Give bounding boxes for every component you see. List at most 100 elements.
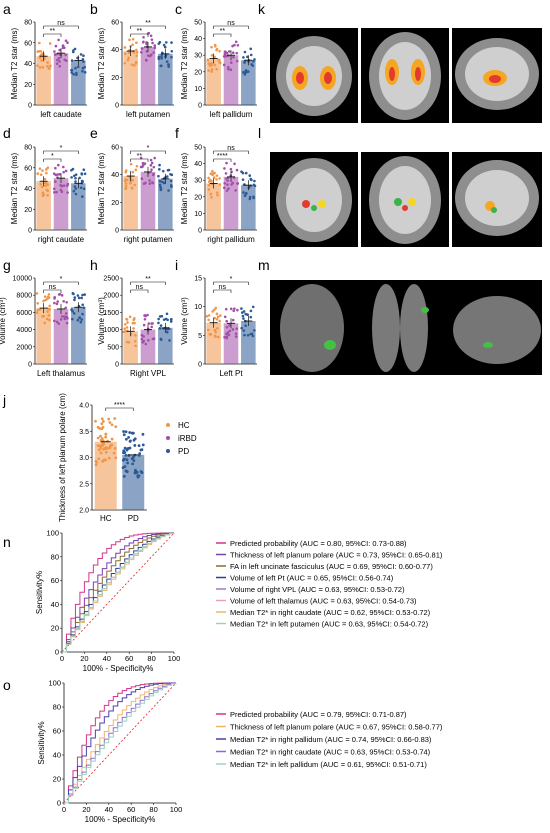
data-point <box>82 168 86 172</box>
data-point <box>253 329 256 332</box>
data-point <box>170 41 173 44</box>
y-axis-label: Median T2 star (ms) <box>180 27 189 99</box>
data-point <box>163 45 167 49</box>
data-point <box>125 178 129 182</box>
data-point <box>128 315 132 319</box>
legend-label: PD <box>178 447 189 456</box>
data-point <box>227 67 230 71</box>
y-tick-label: 60 <box>111 20 119 27</box>
data-point <box>124 437 128 441</box>
y-tick-label: 10 <box>194 304 202 311</box>
panel-letter-k: k <box>258 1 266 17</box>
data-point <box>135 41 138 45</box>
data-point <box>233 307 236 310</box>
data-point <box>81 303 84 307</box>
data-point <box>82 187 86 191</box>
y-tick-label: 30 <box>194 53 202 60</box>
data-point <box>145 59 148 62</box>
data-point <box>218 319 221 323</box>
data-point <box>249 332 252 336</box>
data-point <box>81 180 84 183</box>
x-tick-label: HC <box>100 514 112 523</box>
data-point <box>113 446 117 450</box>
data-point <box>240 170 243 173</box>
data-point <box>132 438 136 442</box>
data-point <box>131 37 135 41</box>
data-point <box>229 167 233 171</box>
x-tick-label: 80 <box>147 654 155 663</box>
y-tick-label: 20 <box>51 624 59 633</box>
sig-bracket <box>130 33 149 37</box>
data-point <box>223 335 226 339</box>
data-point <box>249 47 253 51</box>
data-point <box>207 62 211 66</box>
data-point <box>149 164 153 167</box>
data-point <box>78 316 81 319</box>
sig-label: ns <box>219 284 227 291</box>
data-point <box>65 321 69 325</box>
data-point <box>158 179 162 183</box>
y-tick-label: 40 <box>24 186 32 193</box>
data-point <box>99 451 103 455</box>
data-point <box>225 319 228 323</box>
data-point <box>150 53 153 56</box>
data-point <box>160 180 164 184</box>
panel-letter-g: g <box>3 257 11 273</box>
data-point <box>47 293 51 296</box>
y-tick-label: 4000 <box>16 327 32 334</box>
data-point <box>222 63 226 67</box>
data-point <box>248 174 252 177</box>
data-point <box>249 309 253 313</box>
data-point <box>157 317 160 321</box>
data-point <box>226 179 229 182</box>
data-point <box>36 302 40 305</box>
data-point <box>131 170 135 174</box>
data-point <box>76 294 80 297</box>
data-point <box>213 43 217 47</box>
data-point <box>141 443 145 447</box>
data-point <box>207 188 211 191</box>
y-tick-label: 0 <box>28 362 32 369</box>
data-point <box>127 56 131 60</box>
data-point <box>71 167 75 171</box>
x-axis-label: Left thalamus <box>37 369 85 378</box>
mri-panel-l <box>270 152 542 247</box>
data-point <box>79 53 83 56</box>
data-point <box>162 181 166 185</box>
data-point <box>76 65 80 69</box>
data-point <box>55 62 59 65</box>
data-point <box>72 174 76 178</box>
data-point <box>55 320 59 324</box>
data-point <box>39 182 42 186</box>
legend-label: Median T2* in right caudate (AUC = 0.63,… <box>230 748 431 757</box>
panel-letter-l: l <box>258 125 261 141</box>
data-point <box>248 197 252 201</box>
data-point <box>63 315 66 318</box>
data-point <box>160 64 163 68</box>
data-point <box>71 292 75 295</box>
data-point <box>234 332 238 336</box>
data-point <box>64 53 67 57</box>
panel-letter-c: c <box>175 1 182 17</box>
legend-label: Predicted probability (AUC = 0.80, 95%CI… <box>230 539 407 548</box>
data-point <box>137 444 141 447</box>
y-tick-label: 0 <box>55 648 59 657</box>
y-tick-label: 10 <box>194 86 202 93</box>
y-tick-label: 80 <box>53 703 61 712</box>
data-point <box>226 331 230 334</box>
data-point <box>132 459 136 463</box>
data-point <box>60 294 64 297</box>
data-point <box>109 444 112 448</box>
mri-panel-m <box>270 280 542 375</box>
bar-hc <box>123 51 138 105</box>
reference-diagonal <box>63 682 177 804</box>
data-point <box>128 38 131 42</box>
data-point <box>42 314 46 318</box>
data-point <box>243 194 247 198</box>
y-tick-label: 4.0 <box>79 403 89 410</box>
data-point <box>114 456 118 460</box>
data-point <box>100 427 104 431</box>
data-point <box>96 436 100 440</box>
data-point <box>210 45 213 49</box>
data-point <box>235 168 239 172</box>
